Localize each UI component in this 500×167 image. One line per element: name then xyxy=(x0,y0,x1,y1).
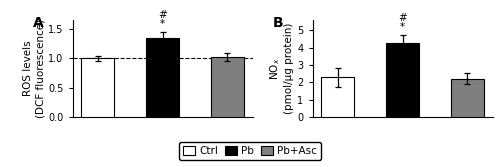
Bar xyxy=(320,77,354,117)
Bar xyxy=(450,79,484,117)
Text: B: B xyxy=(273,16,283,30)
Y-axis label: ROS levels
(DCF fluorescence): ROS levels (DCF fluorescence) xyxy=(23,19,46,118)
Text: #
*: # * xyxy=(398,13,407,32)
Text: #
*: # * xyxy=(158,10,167,29)
Bar xyxy=(210,57,244,117)
Bar xyxy=(80,58,114,117)
Bar xyxy=(386,43,420,117)
Text: A: A xyxy=(33,16,43,30)
Bar xyxy=(146,38,180,117)
Legend: Ctrl, Pb, Pb+Asc: Ctrl, Pb, Pb+Asc xyxy=(180,142,320,160)
Y-axis label: NO$_x$
(pmol/μg protein): NO$_x$ (pmol/μg protein) xyxy=(268,23,294,114)
